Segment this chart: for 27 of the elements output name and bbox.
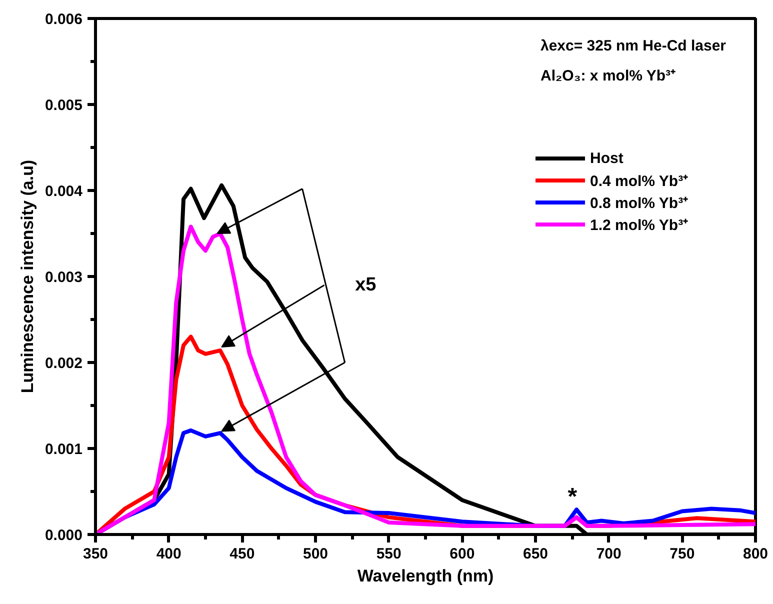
x-tick-label: 400 — [156, 546, 182, 562]
annotation: λexc= 325 nm He-Cd laser — [540, 38, 726, 54]
x-tick-label: 750 — [670, 546, 695, 562]
y-tick-label: 0.002 — [44, 355, 83, 372]
y-tick-label: 0.001 — [44, 441, 83, 458]
y-tick-label: 0.004 — [44, 183, 84, 200]
x-tick-label: 500 — [302, 546, 328, 562]
x-tick-label: 450 — [230, 546, 255, 562]
x-tick-label: 350 — [82, 546, 108, 562]
y-axis-title: Luminescence intensity (a.u) — [18, 160, 37, 394]
legend-label: 0.8 mol% Yb³⁺ — [590, 194, 688, 212]
x-tick-label: 550 — [376, 546, 402, 562]
y-tick-label: 0.005 — [44, 97, 83, 114]
annotation: x5 — [355, 274, 377, 296]
x-tick-label: 700 — [596, 546, 622, 562]
y-tick-label: 0.000 — [44, 527, 83, 544]
legend-label: 0.4 mol% Yb³⁺ — [590, 172, 688, 190]
legend-label: Host — [590, 148, 624, 168]
legend-label: 1.2 mol% Yb³⁺ — [590, 216, 688, 234]
x-axis-title: Wavelength (nm) — [357, 566, 494, 586]
annotation: * — [568, 483, 578, 510]
y-tick-label: 0.006 — [44, 11, 83, 28]
x-tick-label: 800 — [742, 546, 768, 562]
x-tick-label: 650 — [522, 546, 548, 562]
annotation: Al₂O₃: x mol% Yb³⁺ — [540, 68, 676, 84]
x-tick-label: 600 — [450, 546, 475, 562]
y-tick-label: 0.003 — [44, 269, 83, 286]
